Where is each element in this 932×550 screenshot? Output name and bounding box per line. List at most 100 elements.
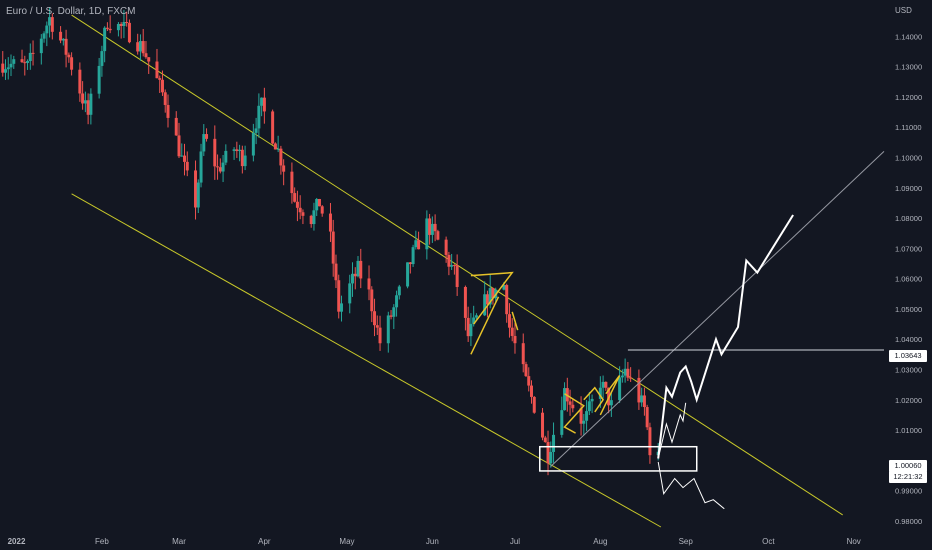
candle-body <box>155 61 159 79</box>
candle-body <box>436 231 440 240</box>
pattern-marker <box>563 393 585 434</box>
candle-body <box>315 198 319 211</box>
candle-body <box>257 105 261 129</box>
candle-body <box>609 400 613 406</box>
candle-body <box>221 162 225 172</box>
pattern-marker <box>470 296 500 355</box>
y-tick-label: 1.02000 <box>895 396 922 405</box>
candle-body <box>108 28 112 31</box>
candle-body <box>430 223 434 235</box>
candle-body <box>604 381 608 388</box>
candle-body <box>97 65 101 94</box>
candle-body <box>216 166 220 168</box>
candle-body <box>298 207 302 213</box>
candle-body <box>620 375 624 378</box>
candle-body <box>312 210 316 225</box>
candle-body <box>260 97 264 106</box>
y-tick-label: 0.99000 <box>895 487 922 496</box>
candle-body <box>213 138 217 167</box>
candle-body <box>411 247 415 265</box>
candle-body <box>513 335 517 344</box>
candle-body <box>414 240 418 248</box>
candle-body <box>301 212 305 216</box>
candle-body <box>238 149 242 152</box>
candle-body <box>243 155 247 167</box>
candle-body <box>521 343 525 365</box>
candle-body <box>530 385 534 397</box>
candle-body <box>472 317 476 324</box>
candle-body <box>488 288 492 305</box>
candle-body <box>328 213 332 232</box>
candle-body <box>127 22 131 43</box>
candle-body <box>138 41 142 52</box>
candle-body <box>122 21 126 27</box>
candle-body <box>527 376 531 386</box>
candle-body <box>235 149 239 152</box>
candle-body <box>205 134 209 139</box>
channel-lower-line <box>71 193 662 528</box>
candle-body <box>510 327 514 336</box>
candle-body <box>507 314 511 328</box>
candle-body <box>491 288 495 299</box>
y-tick-label: 1.03000 <box>895 365 922 374</box>
candle-body <box>463 286 467 318</box>
candle-body <box>392 307 396 317</box>
candle-body <box>598 387 602 399</box>
candle-body <box>571 404 575 409</box>
candle-body <box>637 377 641 403</box>
candle-body <box>202 134 206 152</box>
y-tick-label: 0.98000 <box>895 517 922 526</box>
candle-body <box>166 104 170 118</box>
candle-body <box>626 368 630 378</box>
candle-body <box>417 240 421 250</box>
candle-body <box>353 273 357 277</box>
x-tick-label: Nov <box>847 537 861 546</box>
candle-body <box>290 171 294 194</box>
candle-body <box>180 155 184 157</box>
candle-body <box>348 283 352 304</box>
candle-body <box>183 155 187 162</box>
candle-body <box>163 92 167 105</box>
candle-body <box>295 201 299 208</box>
pattern-marker <box>599 375 621 416</box>
candle-body <box>144 53 148 58</box>
candle-body <box>64 38 68 55</box>
candle-body <box>59 31 63 41</box>
x-tick-label: Jul <box>510 537 520 546</box>
candle-body <box>370 289 374 312</box>
candle-body <box>271 111 275 144</box>
y-tick-label: 1.11000 <box>895 123 922 132</box>
candle-body <box>447 254 451 267</box>
pattern-marker <box>583 386 605 413</box>
candle-body <box>466 317 470 337</box>
candle-body <box>116 23 120 31</box>
currency-label: USD <box>895 6 912 15</box>
candle-body <box>185 161 189 171</box>
y-tick-label: 1.09000 <box>895 184 922 193</box>
candle-body <box>334 263 338 281</box>
candle-body <box>177 135 181 157</box>
candle-body <box>262 97 266 112</box>
candle-body <box>6 67 10 70</box>
candle-body <box>251 132 255 156</box>
candle-body <box>45 25 49 34</box>
candle-body <box>105 27 109 29</box>
candle-body <box>350 273 354 284</box>
candle-body <box>560 410 564 435</box>
candle-body <box>67 54 71 58</box>
chart-title: Euro / U.S. Dollar, 1D, FXCM <box>6 6 136 17</box>
candle-body <box>125 21 129 23</box>
candle-body <box>61 38 65 41</box>
bullish-projection-path <box>657 214 794 459</box>
candle-body <box>147 57 151 62</box>
candle-body <box>141 41 145 54</box>
x-tick-label: Aug <box>593 537 607 546</box>
bearish-projection-path <box>657 461 725 510</box>
candle-body <box>160 79 164 93</box>
candle-body <box>273 143 277 150</box>
support-box <box>539 445 698 472</box>
y-tick-label: 1.10000 <box>895 153 922 162</box>
candle-body <box>618 377 622 401</box>
candle-body <box>543 437 547 443</box>
